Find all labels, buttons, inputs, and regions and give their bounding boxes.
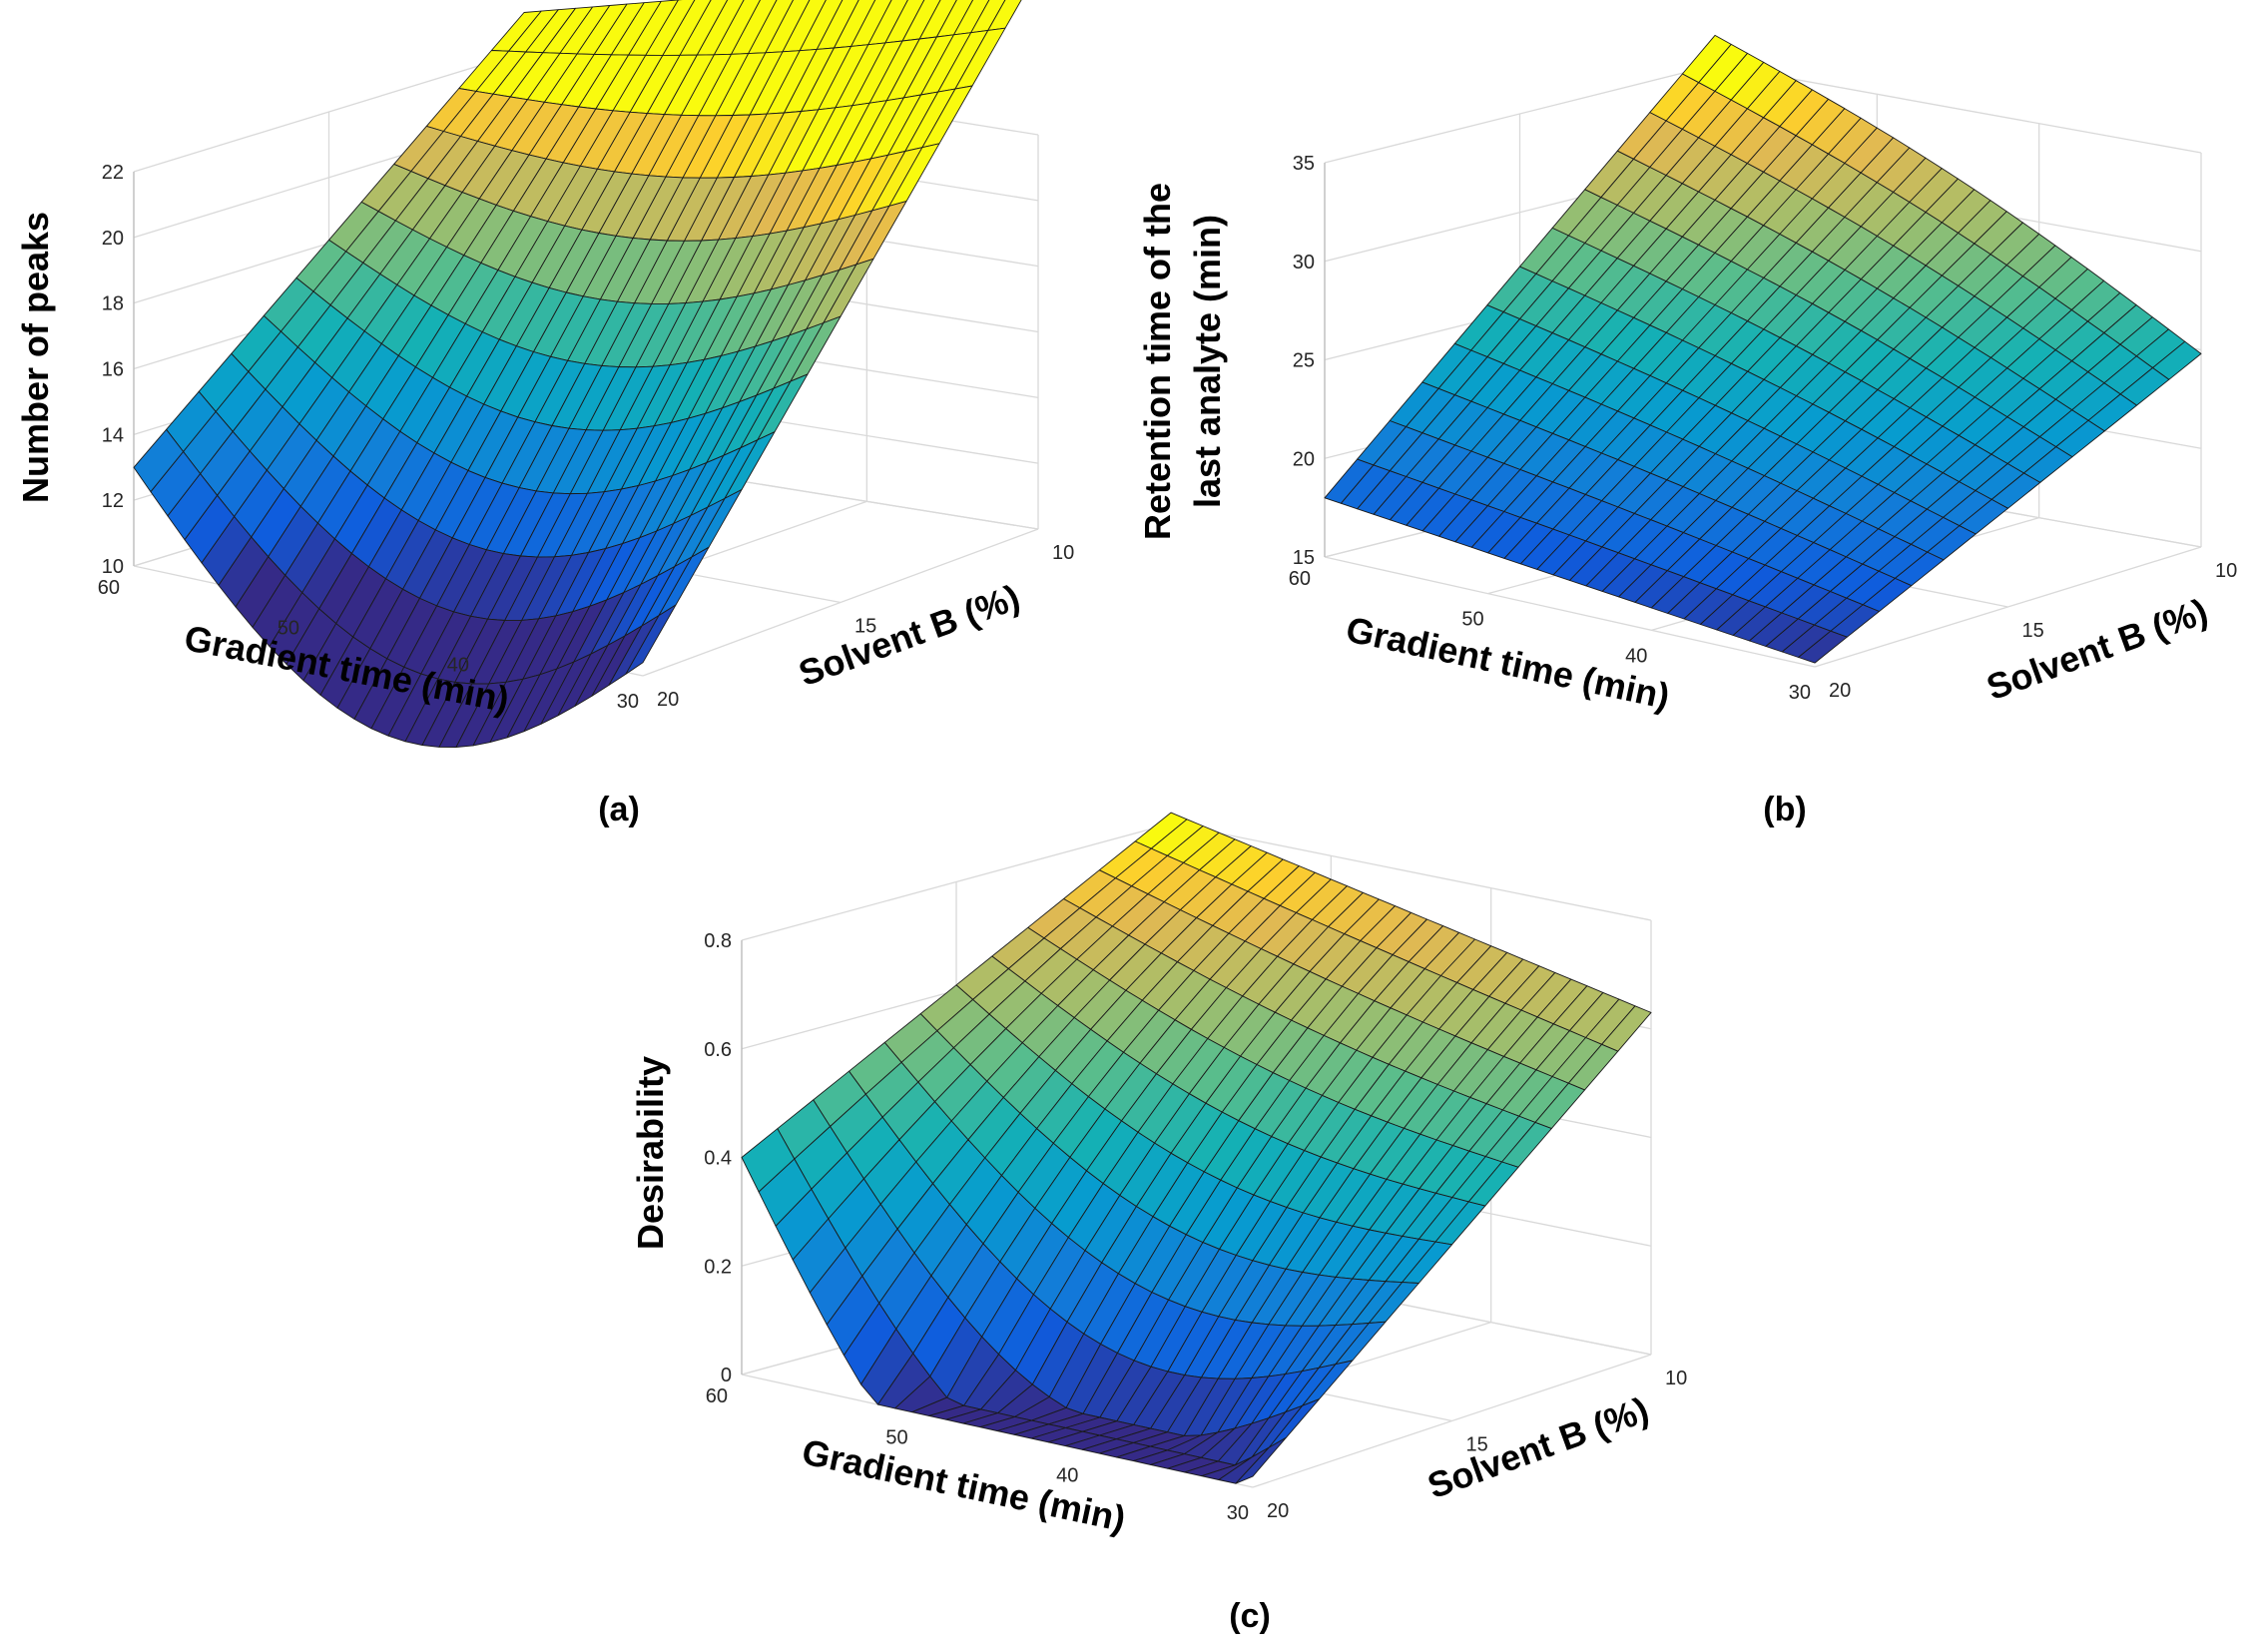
z-axis-label-a: Number of peaks [15, 212, 56, 503]
z-axis-label-c: Desirability [630, 1056, 671, 1250]
surface-plot-c: 0 0.2 0.4 0.6 0.8 60 50 40 30 20 15 10 Desirability… [630, 812, 1687, 1635]
y-tick-label: 20 [1267, 1500, 1289, 1522]
x-tick-label: 30 [1227, 1502, 1249, 1524]
ticks-a: 10 12 14 16 18 20 22 60 50 40 30 20 15 10 [98, 162, 1075, 713]
surface-a [133, 0, 1022, 748]
z-tick-label: 15 [1293, 547, 1315, 569]
x-tick-label: 50 [278, 618, 299, 640]
panel-label-a: (a) [598, 791, 640, 828]
surface-patch [1235, 1436, 1287, 1484]
surface-plot-a: 10 12 14 16 18 20 22 60 50 40 30 20 15 10 Number of p… [15, 0, 1074, 828]
z-tick-label: 30 [1293, 252, 1315, 274]
surface-plot-b: 15 20 25 30 35 60 50 40 30 20 15 10 Retention time … [1137, 34, 2238, 828]
z-axis-label-b-line2: last analyte (min) [1187, 215, 1228, 508]
z-tick-label: 0.4 [704, 1148, 732, 1170]
surface-c [741, 812, 1652, 1484]
ticks-b: 15 20 25 30 35 60 50 40 30 20 15 10 [1289, 153, 2238, 704]
z-tick-label: 20 [102, 228, 124, 250]
z-tick-label: 18 [102, 293, 124, 315]
x-tick-label: 50 [885, 1427, 907, 1449]
x-tick-label: 60 [706, 1385, 728, 1407]
z-tick-label: 10 [102, 556, 124, 578]
panel-label-c: (c) [1229, 1597, 1271, 1635]
z-tick-label: 22 [102, 162, 124, 184]
y-tick-label: 10 [1052, 542, 1074, 564]
surface-b [1324, 34, 2202, 664]
surface-patch [625, 604, 677, 675]
panel-label-b: (b) [1763, 791, 1806, 828]
z-tick-label: 16 [102, 359, 124, 381]
z-tick-label: 12 [102, 490, 124, 512]
z-axis-label-b-line1: Retention time of the [1137, 183, 1178, 540]
y-tick-label: 15 [2022, 620, 2044, 642]
z-tick-label: 14 [102, 424, 124, 446]
grid-line [1324, 556, 1816, 668]
y-axis-label-c: Solvent B (%) [1422, 1388, 1654, 1506]
z-tick-label: 0 [721, 1365, 732, 1386]
z-tick-label: 0.6 [704, 1039, 732, 1061]
x-tick-label: 30 [1789, 682, 1811, 704]
y-tick-label: 10 [2215, 560, 2237, 582]
z-tick-label: 0.8 [704, 930, 732, 952]
y-tick-label: 15 [854, 616, 876, 638]
z-tick-label: 0.2 [704, 1256, 732, 1278]
x-tick-label: 40 [447, 654, 469, 676]
y-tick-label: 15 [1466, 1434, 1488, 1456]
y-tick-label: 10 [1665, 1368, 1687, 1389]
z-tick-label: 25 [1293, 350, 1315, 372]
x-tick-label: 60 [1289, 568, 1311, 590]
ticks-c: 0 0.2 0.4 0.6 0.8 60 50 40 30 20 15 10 [704, 930, 1687, 1524]
y-tick-label: 20 [657, 689, 679, 711]
y-tick-label: 20 [1829, 680, 1851, 702]
x-tick-label: 30 [617, 691, 639, 713]
y-axis-label-b: Solvent B (%) [1982, 590, 2213, 708]
x-tick-label: 50 [1461, 609, 1483, 631]
x-tick-label: 40 [1056, 1464, 1078, 1486]
y-axis-label-a: Solvent B (%) [794, 576, 1025, 694]
z-tick-label: 35 [1293, 153, 1315, 175]
z-tick-label: 20 [1293, 448, 1315, 470]
x-tick-label: 40 [1625, 645, 1647, 667]
surface-patch [1798, 630, 1848, 664]
x-tick-label: 60 [98, 577, 120, 599]
